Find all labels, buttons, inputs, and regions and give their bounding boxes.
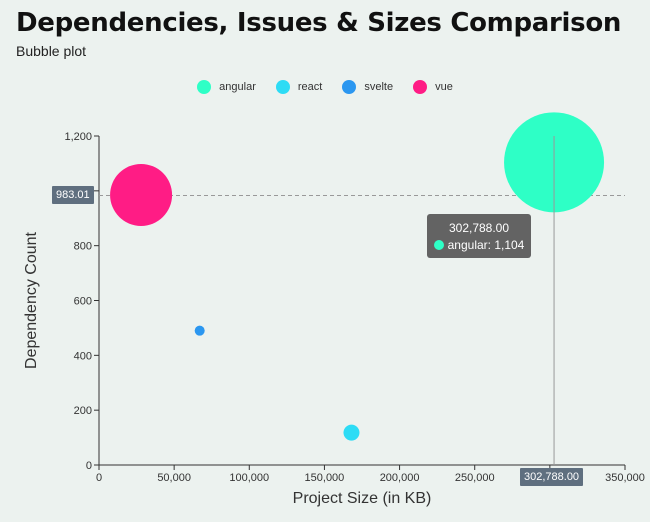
legend-dot [413, 80, 428, 94]
x-tick-label: 250,000 [455, 472, 495, 484]
tooltip-header: 302,788.00 [448, 220, 510, 235]
chart-subtitle: Bubble plot [16, 43, 87, 59]
legend-dot [275, 80, 290, 94]
legend-label: react [297, 81, 323, 93]
legend-dot [342, 80, 357, 94]
y-tick-label: 1,200 [64, 131, 92, 143]
legend-dot [197, 80, 212, 94]
chart-title: Dependencies, Issues & Sizes Comparison [16, 8, 622, 38]
crosshair-x-label: 302,788.00 [520, 468, 584, 486]
y-axis-title: Dependency Count [23, 231, 40, 369]
x-tick-label: 100,000 [229, 472, 269, 484]
legend-label: svelte [364, 81, 394, 93]
x-tick-label: 350,000 [605, 472, 645, 484]
x-tick-label: 200,000 [380, 472, 420, 484]
bubble-svelte [194, 325, 205, 336]
crosshair-y-label: 983.01 [52, 186, 94, 204]
x-tick-label: 150,000 [305, 472, 345, 484]
x-tick-label: 0 [96, 472, 102, 484]
bubble-react [343, 424, 360, 441]
tooltip: 302,788.00 angular: 1,104 [427, 214, 531, 258]
legend-item-react[interactable]: react [275, 80, 323, 94]
tooltip-value: angular: 1,104 [447, 237, 525, 252]
y-tick-label: 800 [74, 241, 92, 253]
legend-item-svelte[interactable]: svelte [342, 80, 393, 94]
y-tick-label: 200 [74, 405, 92, 417]
tooltip-series-dot [433, 239, 444, 250]
x-tick-label: 50,000 [157, 472, 191, 484]
x-axis-title: Project Size (in KB) [293, 490, 432, 507]
y-tick-label: 600 [74, 296, 92, 308]
legend-label: angular [219, 81, 256, 93]
legend: angular react svelte vue [0, 80, 650, 94]
bubble-vue [110, 163, 173, 226]
legend-item-angular[interactable]: angular [197, 80, 256, 94]
y-tick-label: 400 [74, 350, 92, 362]
y-tick-label: 0 [86, 460, 92, 472]
legend-label: vue [435, 81, 453, 93]
legend-item-vue[interactable]: vue [413, 80, 453, 94]
